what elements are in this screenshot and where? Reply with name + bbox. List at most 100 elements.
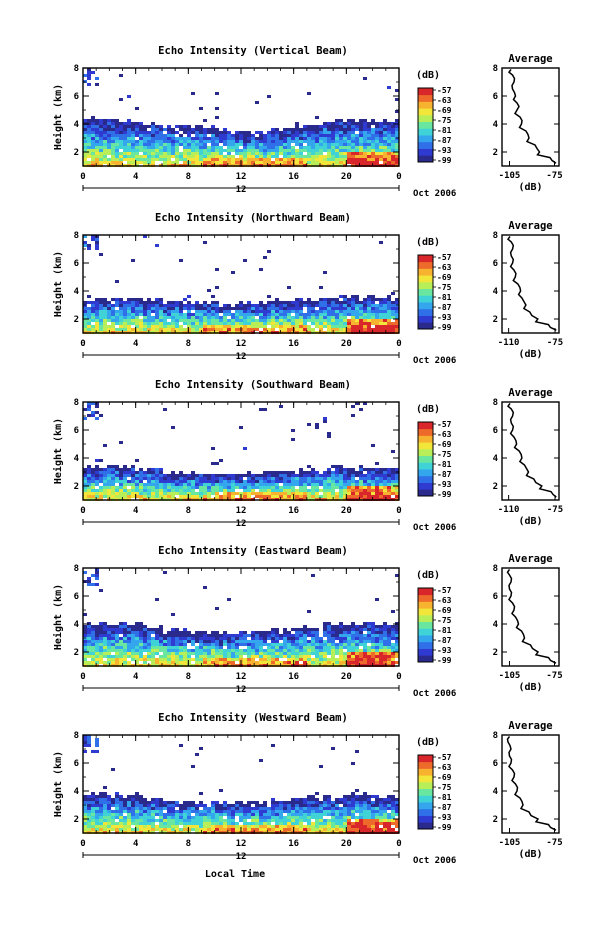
heat-cell bbox=[303, 158, 307, 161]
heat-cell bbox=[87, 155, 91, 158]
heat-cell bbox=[151, 140, 155, 143]
heat-cell bbox=[123, 468, 127, 471]
heat-cell bbox=[111, 634, 115, 637]
heat-cell bbox=[355, 486, 359, 489]
colorbar-tick-label: -99 bbox=[437, 490, 452, 499]
colorbar-tick-label: -57 bbox=[437, 86, 452, 95]
heat-cell bbox=[387, 143, 391, 146]
heat-cell bbox=[207, 486, 211, 489]
heat-cell bbox=[223, 134, 227, 137]
heat-cell bbox=[151, 646, 155, 649]
heat-cell bbox=[155, 304, 159, 307]
heat-cell bbox=[115, 489, 119, 492]
heat-cell bbox=[275, 634, 279, 637]
heat-cell bbox=[227, 131, 231, 134]
heat-cell bbox=[151, 128, 155, 131]
heat-cell bbox=[175, 322, 179, 325]
heat-cell bbox=[119, 161, 123, 164]
heat-cell bbox=[311, 574, 315, 577]
heat-cell bbox=[215, 310, 219, 313]
y-tick-label: 2 bbox=[74, 482, 79, 492]
heat-cell bbox=[195, 480, 199, 483]
heat-cell bbox=[187, 295, 191, 298]
heat-cell bbox=[91, 161, 95, 164]
heat-cell bbox=[295, 325, 299, 328]
heat-cell bbox=[307, 140, 311, 143]
heat-cell bbox=[335, 625, 339, 628]
heat-cell bbox=[215, 489, 219, 492]
heat-cell bbox=[395, 322, 399, 325]
heat-cell bbox=[383, 310, 387, 313]
heat-cell bbox=[323, 477, 327, 480]
heat-cell bbox=[311, 140, 315, 143]
heat-cell bbox=[91, 313, 95, 316]
heat-cell bbox=[135, 161, 139, 164]
heat-cell bbox=[115, 646, 119, 649]
heat-cell bbox=[375, 316, 379, 319]
heat-cell bbox=[287, 143, 291, 146]
heat-cell bbox=[351, 414, 355, 417]
heat-cell bbox=[195, 655, 199, 658]
heat-cell bbox=[283, 140, 287, 143]
heat-cell bbox=[87, 152, 91, 155]
heat-cell bbox=[159, 640, 163, 643]
heat-cell bbox=[203, 474, 207, 477]
heat-cell bbox=[143, 125, 147, 128]
heat-cell bbox=[143, 628, 147, 631]
heat-cell bbox=[99, 474, 103, 477]
heat-cell bbox=[275, 161, 279, 164]
heat-cell bbox=[391, 325, 395, 328]
heat-cell bbox=[343, 477, 347, 480]
heat-cell bbox=[179, 310, 183, 313]
heat-cell bbox=[111, 161, 115, 164]
heat-cell bbox=[151, 825, 155, 828]
heat-cell bbox=[255, 146, 259, 149]
heat-cell bbox=[87, 813, 91, 816]
heat-cell bbox=[119, 637, 123, 640]
heat-cell bbox=[87, 804, 91, 807]
heat-cell bbox=[379, 489, 383, 492]
heat-cell bbox=[387, 325, 391, 328]
heat-cell bbox=[167, 804, 171, 807]
heat-cell bbox=[223, 801, 227, 804]
heat-cell bbox=[87, 131, 91, 134]
heat-cell bbox=[127, 810, 131, 813]
heat-cell bbox=[367, 122, 371, 125]
heat-cell bbox=[183, 155, 187, 158]
heat-cell bbox=[395, 149, 399, 152]
heat-cell bbox=[83, 471, 87, 474]
heat-cell bbox=[115, 649, 119, 652]
heat-cell bbox=[203, 149, 207, 152]
heat-cell bbox=[119, 801, 123, 804]
avg-y-tick-label: 6 bbox=[493, 259, 498, 269]
heat-cell bbox=[99, 825, 103, 828]
heat-cell bbox=[271, 637, 275, 640]
heat-cell bbox=[367, 143, 371, 146]
heat-cell bbox=[115, 813, 119, 816]
heat-cell bbox=[227, 310, 231, 313]
heat-cell bbox=[195, 137, 199, 140]
heat-cell bbox=[267, 137, 271, 140]
heat-cell bbox=[95, 304, 99, 307]
heat-cell bbox=[355, 471, 359, 474]
heat-cell bbox=[327, 625, 331, 628]
average-profile-line bbox=[507, 68, 557, 164]
heat-cell bbox=[379, 637, 383, 640]
heat-cell bbox=[163, 143, 167, 146]
heat-cell bbox=[327, 316, 331, 319]
heat-cell bbox=[187, 322, 191, 325]
heat-cell bbox=[239, 319, 243, 322]
heat-cell bbox=[87, 316, 91, 319]
heat-cell bbox=[103, 798, 107, 801]
heat-cell bbox=[227, 143, 231, 146]
heat-cell bbox=[239, 819, 243, 822]
heat-cell bbox=[203, 483, 207, 486]
heat-cell bbox=[187, 146, 191, 149]
heat-cell bbox=[223, 128, 227, 131]
heat-cell bbox=[299, 158, 303, 161]
heat-cell bbox=[395, 477, 399, 480]
heat-cell bbox=[339, 295, 343, 298]
heat-cell bbox=[359, 152, 363, 155]
heat-cell bbox=[103, 313, 107, 316]
heat-cell bbox=[363, 322, 367, 325]
